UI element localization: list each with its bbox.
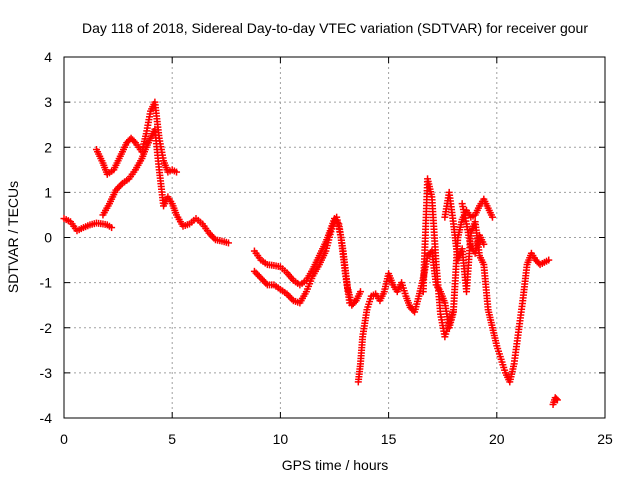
x-tick-label: 15 <box>381 431 397 447</box>
data-point-marker <box>254 271 262 279</box>
data-point-marker <box>257 274 265 282</box>
data-point-marker <box>346 299 354 307</box>
y-tick-label: 1 <box>44 184 52 200</box>
series-segment-e <box>250 213 354 307</box>
series-segment-j <box>549 394 561 408</box>
chart-title: Day 118 of 2018, Sidereal Day-to-day VTE… <box>82 20 588 36</box>
data-point-marker <box>173 168 181 176</box>
y-tick-label: 3 <box>44 94 52 110</box>
data-point-marker <box>480 240 488 248</box>
data-point-marker <box>108 224 116 232</box>
series-segment-i <box>458 200 488 257</box>
data-point-marker <box>255 272 263 280</box>
data-point-marker <box>488 213 496 221</box>
x-tick-label: 10 <box>273 431 289 447</box>
data-point-marker <box>351 298 359 306</box>
series-segment-c <box>99 125 232 247</box>
y-tick-label: 4 <box>44 49 52 65</box>
data-point-marker <box>260 277 268 285</box>
series-segment-a <box>60 215 116 235</box>
data-point-marker <box>552 395 560 403</box>
axis-ticks: 0 5 10 15 20 25 -4 -3 -2 -1 0 1 2 3 4 <box>40 49 613 447</box>
data-point-marker <box>545 256 553 264</box>
x-tick-label: 0 <box>60 431 68 447</box>
data-point-marker <box>130 137 138 145</box>
data-point-marker <box>553 396 561 404</box>
y-tick-label: -4 <box>40 410 53 426</box>
x-axis-label: GPS time / hours <box>282 457 389 473</box>
data-point-marker <box>208 232 216 240</box>
data-point-marker <box>262 279 270 287</box>
x-tick-label: 5 <box>168 431 176 447</box>
x-tick-label: 25 <box>597 431 613 447</box>
data-points <box>60 98 561 408</box>
y-tick-label: -3 <box>40 365 53 381</box>
grid-lines <box>64 57 605 418</box>
series-segment-b <box>92 98 181 178</box>
data-point-marker <box>356 288 364 296</box>
data-point-marker <box>286 293 294 301</box>
y-tick-label: -1 <box>40 275 53 291</box>
data-point-marker <box>252 269 260 277</box>
data-point-marker <box>250 267 258 275</box>
series-segment-h <box>441 188 553 386</box>
data-point-marker <box>224 239 232 247</box>
y-tick-label: 2 <box>44 139 52 155</box>
data-point-marker <box>115 183 123 191</box>
y-axis-label: SDTVAR / TECUs <box>5 181 21 293</box>
y-tick-label: -2 <box>40 320 53 336</box>
data-point-marker <box>207 231 215 239</box>
x-tick-label: 20 <box>489 431 505 447</box>
series-segment-g <box>419 175 496 341</box>
y-tick-label: 0 <box>44 230 52 246</box>
